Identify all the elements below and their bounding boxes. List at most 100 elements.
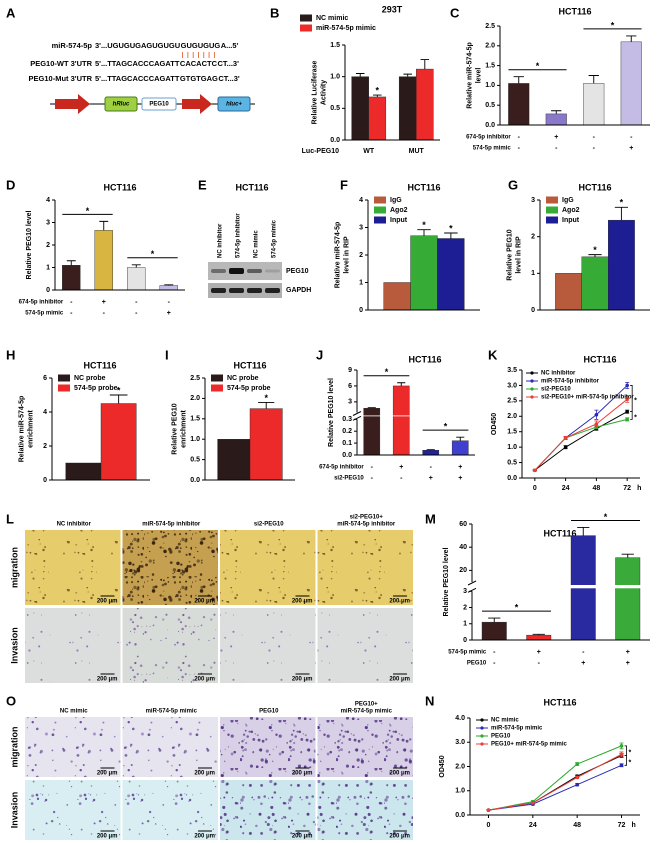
data-line <box>488 753 622 811</box>
blot-band <box>211 288 226 293</box>
blot <box>208 283 282 298</box>
y-tick-label: 0 <box>43 477 47 484</box>
panel-letter: A <box>6 5 16 20</box>
y-tick-label: 1 <box>46 264 50 271</box>
axis-break <box>473 585 651 589</box>
bar <box>615 557 641 641</box>
y-tick-label: 0.0 <box>190 477 200 484</box>
legend-marker <box>480 742 484 746</box>
y-axis-label: OD450 <box>491 413 498 435</box>
y-tick-label: 0.0 <box>485 122 495 129</box>
legend-marker <box>530 387 534 391</box>
lane-label: NC inhibitor <box>218 223 224 258</box>
bar <box>62 265 81 291</box>
error-bar <box>532 633 545 636</box>
y-tick-label: 2 <box>46 242 50 249</box>
y-tick-label: 0.2 <box>342 428 352 435</box>
error-bar <box>99 220 109 231</box>
y-tick-label: 0 <box>46 287 50 294</box>
x-tick-label: 0 <box>487 822 491 829</box>
panel-letter: E <box>198 177 207 192</box>
y-tick-label: 1.5 <box>507 429 517 436</box>
row-label: migration <box>9 547 19 588</box>
legend-label: NC probe <box>227 375 259 382</box>
y-tick-label: 6 <box>348 383 352 390</box>
micrograph <box>122 608 218 683</box>
panel-letter: O <box>6 693 16 708</box>
bar <box>127 267 146 291</box>
bar <box>481 621 507 641</box>
x-tick-label: 24 <box>562 485 570 492</box>
legend-label: IgG <box>390 197 402 204</box>
micrograph <box>317 608 413 683</box>
chart-title: 293T <box>382 4 403 14</box>
x-axis-label: h <box>632 822 636 829</box>
bar <box>249 408 283 481</box>
condition-sign: - <box>538 660 541 667</box>
condition-sign: - <box>493 649 496 656</box>
panel-letter: N <box>425 693 434 708</box>
significance-mark: * <box>449 223 453 233</box>
scale-bar-label: 200 μm <box>292 771 313 777</box>
gene-box <box>104 96 138 112</box>
y-tick-label: 2.5 <box>190 375 200 382</box>
y-tick-label: 1.5 <box>330 42 340 49</box>
y-axis-label: enrichment <box>180 409 187 447</box>
condition-sign: - <box>518 145 521 152</box>
legend-marker <box>480 726 484 730</box>
blot-band <box>247 288 262 293</box>
y-tick-label: 0.0 <box>455 812 465 819</box>
condition-sign: + <box>429 475 433 482</box>
data-point <box>486 808 491 812</box>
bar <box>416 68 434 141</box>
condition-sign: - <box>582 649 585 656</box>
data-point <box>619 763 624 768</box>
condition-sign: + <box>458 475 462 482</box>
y-tick-label: 3.0 <box>507 382 517 389</box>
legend-label: miR-574-5p mimic <box>491 726 543 732</box>
y-axis-label: Relative PEG10 <box>171 403 178 454</box>
bar <box>526 634 552 641</box>
bar <box>620 41 642 126</box>
y-tick-label: 2.0 <box>485 43 495 50</box>
error-bar <box>588 254 602 257</box>
data-point <box>575 775 579 780</box>
micrograph <box>122 780 218 840</box>
scale-bar-label: 200 μm <box>389 834 410 840</box>
significance-mark: * <box>385 367 389 377</box>
scale-bar-label: 200 μm <box>97 771 118 777</box>
y-tick-label: 4 <box>46 197 50 204</box>
row-label: migration <box>9 726 19 767</box>
y-tick-label: 4.0 <box>455 715 465 722</box>
significance-mark: * <box>593 245 597 255</box>
significance-bracket <box>630 411 633 420</box>
condition-label: si2-PEG10 <box>334 476 364 482</box>
bar <box>100 403 137 481</box>
scale-bar-label: 200 μm <box>292 677 313 683</box>
condition-sign: - <box>593 145 596 152</box>
legend-label: Input <box>562 217 580 224</box>
error-bar <box>426 449 435 451</box>
y-tick-label: 1 <box>531 270 535 277</box>
gene-label: PEG10 <box>149 102 169 108</box>
significance-mark: * <box>86 206 90 216</box>
bar <box>437 238 465 311</box>
significance-mark: * <box>264 393 268 403</box>
micrograph <box>220 608 316 683</box>
chart-title: HCT116 <box>543 528 576 538</box>
panel-letter: I <box>165 347 169 362</box>
scale-bar-label: 200 μm <box>97 677 118 683</box>
significance-mark: * <box>515 602 519 612</box>
x-tick-label: 24 <box>529 822 537 829</box>
scale-bar-label: 200 μm <box>292 834 313 840</box>
y-tick-label: 2 <box>531 234 535 241</box>
panel-letter: C <box>450 5 460 20</box>
y-tick-label: 0.0 <box>342 452 352 459</box>
chart-title: HCT116 <box>543 697 576 707</box>
legend-swatch <box>300 14 312 22</box>
legend-swatch <box>546 216 558 224</box>
y-tick-label: 3.5 <box>507 367 517 374</box>
y-tick-label: 1 <box>463 621 467 628</box>
y-axis-label: Relative miR-574-5p <box>466 42 473 109</box>
